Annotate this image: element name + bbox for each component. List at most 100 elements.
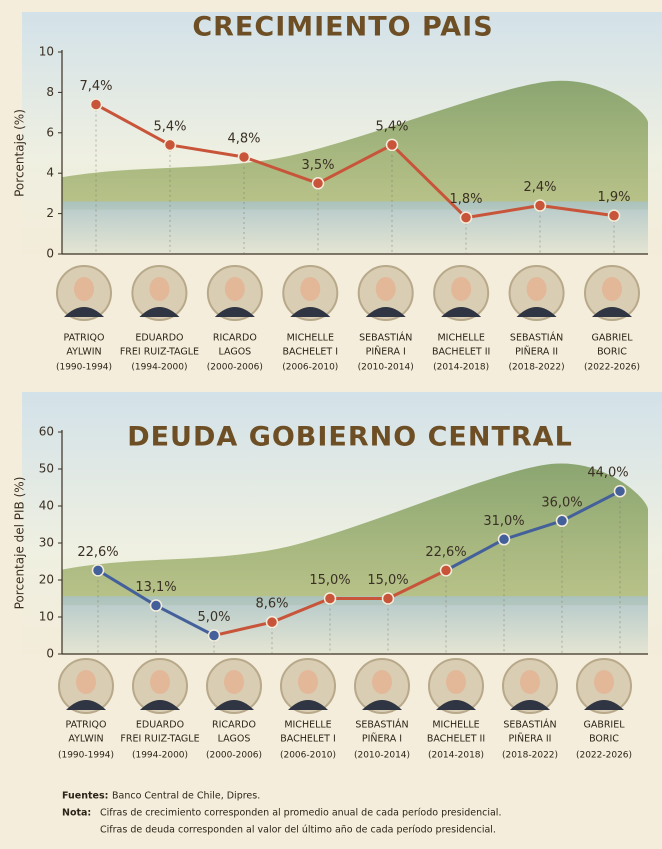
category-label: FREI RUIZ-TAGLE [120, 734, 199, 745]
data-point [613, 484, 627, 498]
category-label: PATRIQO [63, 333, 104, 344]
line-segment [502, 519, 564, 541]
y-tick-label: 60 [39, 425, 54, 439]
portrait-head [76, 670, 96, 694]
period-label: (2022-2026) [576, 751, 632, 761]
data-point [207, 629, 221, 642]
period-label: (2000-2006) [206, 751, 262, 761]
category-label: BORIC [597, 347, 627, 358]
hills [62, 80, 648, 210]
data-point [555, 514, 569, 528]
category-label: SEBASTIÁN [503, 719, 556, 731]
data-point [311, 177, 325, 190]
data-label: 3,5% [301, 158, 334, 173]
line-segment [94, 103, 172, 147]
portrait-body [214, 700, 254, 710]
data-label: 13,1% [135, 580, 176, 595]
portrait-body [436, 700, 476, 710]
portrait-head [149, 277, 170, 301]
period-label: (2022-2026) [584, 363, 640, 373]
period-label: (2018-2022) [502, 751, 558, 761]
data-point [497, 533, 511, 546]
portrait-head [74, 277, 94, 301]
period-label: (2010-2014) [358, 363, 414, 373]
line-segment [444, 537, 506, 572]
data-label: 5,4% [153, 119, 186, 134]
period-label: (2014-2018) [433, 363, 489, 373]
portrait-body [362, 700, 402, 710]
line-segment [212, 620, 274, 637]
category-label: LAGOS [218, 347, 251, 358]
category-label: PIÑERA I [362, 734, 402, 745]
data-label: 5,0% [197, 610, 230, 625]
sources: Banco Central de Chile, Dipres. [112, 791, 260, 802]
y-axis-label: Porcentaje del PIB (%) [13, 477, 27, 610]
period-label: (2006-2010) [282, 363, 338, 373]
data-label: 8,6% [255, 597, 288, 612]
portrait-head [150, 670, 170, 694]
category-label: SEBASTIÁN [355, 719, 408, 731]
category-label: BACHELET II [427, 734, 485, 745]
data-point [459, 211, 473, 224]
category-label: BACHELET I [280, 734, 336, 745]
portrait-body [214, 307, 255, 317]
category-label: FREI RUIZ-TAGLE [120, 347, 199, 358]
data-point [149, 599, 163, 612]
y-tick-label: 0 [46, 647, 54, 661]
chart: DEUDA GOBIERNO CENTRAL Porcentaje del PIB… [13, 392, 662, 761]
portrait-body [140, 700, 180, 710]
portrait-body [510, 700, 550, 710]
category-label: BACHELET I [283, 347, 339, 358]
portrait-body [584, 700, 624, 710]
line-segment [390, 143, 468, 220]
data-label: 22,6% [77, 545, 118, 560]
period-label: (2000-2006) [207, 363, 263, 373]
y-tick-label: 30 [39, 536, 54, 550]
data-label: 22,6% [425, 545, 466, 560]
category-label: RICARDO [213, 333, 257, 344]
line-segment [154, 604, 216, 637]
data-label: 2,4% [523, 180, 556, 195]
category-label: MICHELLE [432, 720, 479, 731]
portrait-body [516, 307, 557, 317]
data-point [265, 615, 279, 629]
data-label: 31,0% [483, 514, 524, 529]
portrait-body [441, 307, 482, 317]
category-label: PIÑERA II [509, 734, 552, 745]
chart-title: DEUDA GOBIERNO CENTRAL [127, 422, 573, 453]
data-point [237, 150, 251, 164]
y-tick-label: 0 [46, 247, 54, 261]
portrait-head [526, 277, 547, 301]
category-label: EDUARDO [136, 720, 184, 731]
category-label: PIÑERA II [515, 347, 558, 358]
portrait-body [66, 700, 106, 710]
sources-label: Fuentes: [62, 791, 108, 802]
category-label: AYLWIN [68, 734, 103, 745]
y-tick-label: 10 [39, 610, 54, 624]
category-label: MICHELLE [284, 720, 331, 731]
category-label: GABRIEL [591, 333, 633, 344]
note-line: Cifras de deuda corresponden al valor de… [100, 825, 496, 836]
y-tick-label: 2 [46, 206, 54, 220]
portrait-head [298, 670, 318, 694]
y-tick-label: 20 [39, 573, 54, 587]
data-point [323, 592, 337, 605]
category-label: PATRIQO [65, 720, 106, 731]
period-label: (2010-2014) [354, 751, 410, 761]
line-segment [270, 597, 332, 624]
y-axis-label: Porcentaje (%) [13, 109, 27, 197]
portrait-head [375, 277, 396, 301]
line-segment [168, 143, 246, 159]
data-point [533, 199, 547, 212]
period-label: (2014-2018) [428, 751, 484, 761]
portrait-head [300, 277, 321, 301]
portrait-body [288, 700, 328, 710]
data-label: 4,8% [227, 132, 260, 147]
portrait-head [224, 277, 245, 301]
portrait-head [372, 670, 392, 694]
y-tick-label: 40 [39, 499, 54, 513]
portrait-body [365, 307, 406, 317]
line-segment [316, 143, 394, 185]
data-label: 36,0% [541, 495, 582, 510]
